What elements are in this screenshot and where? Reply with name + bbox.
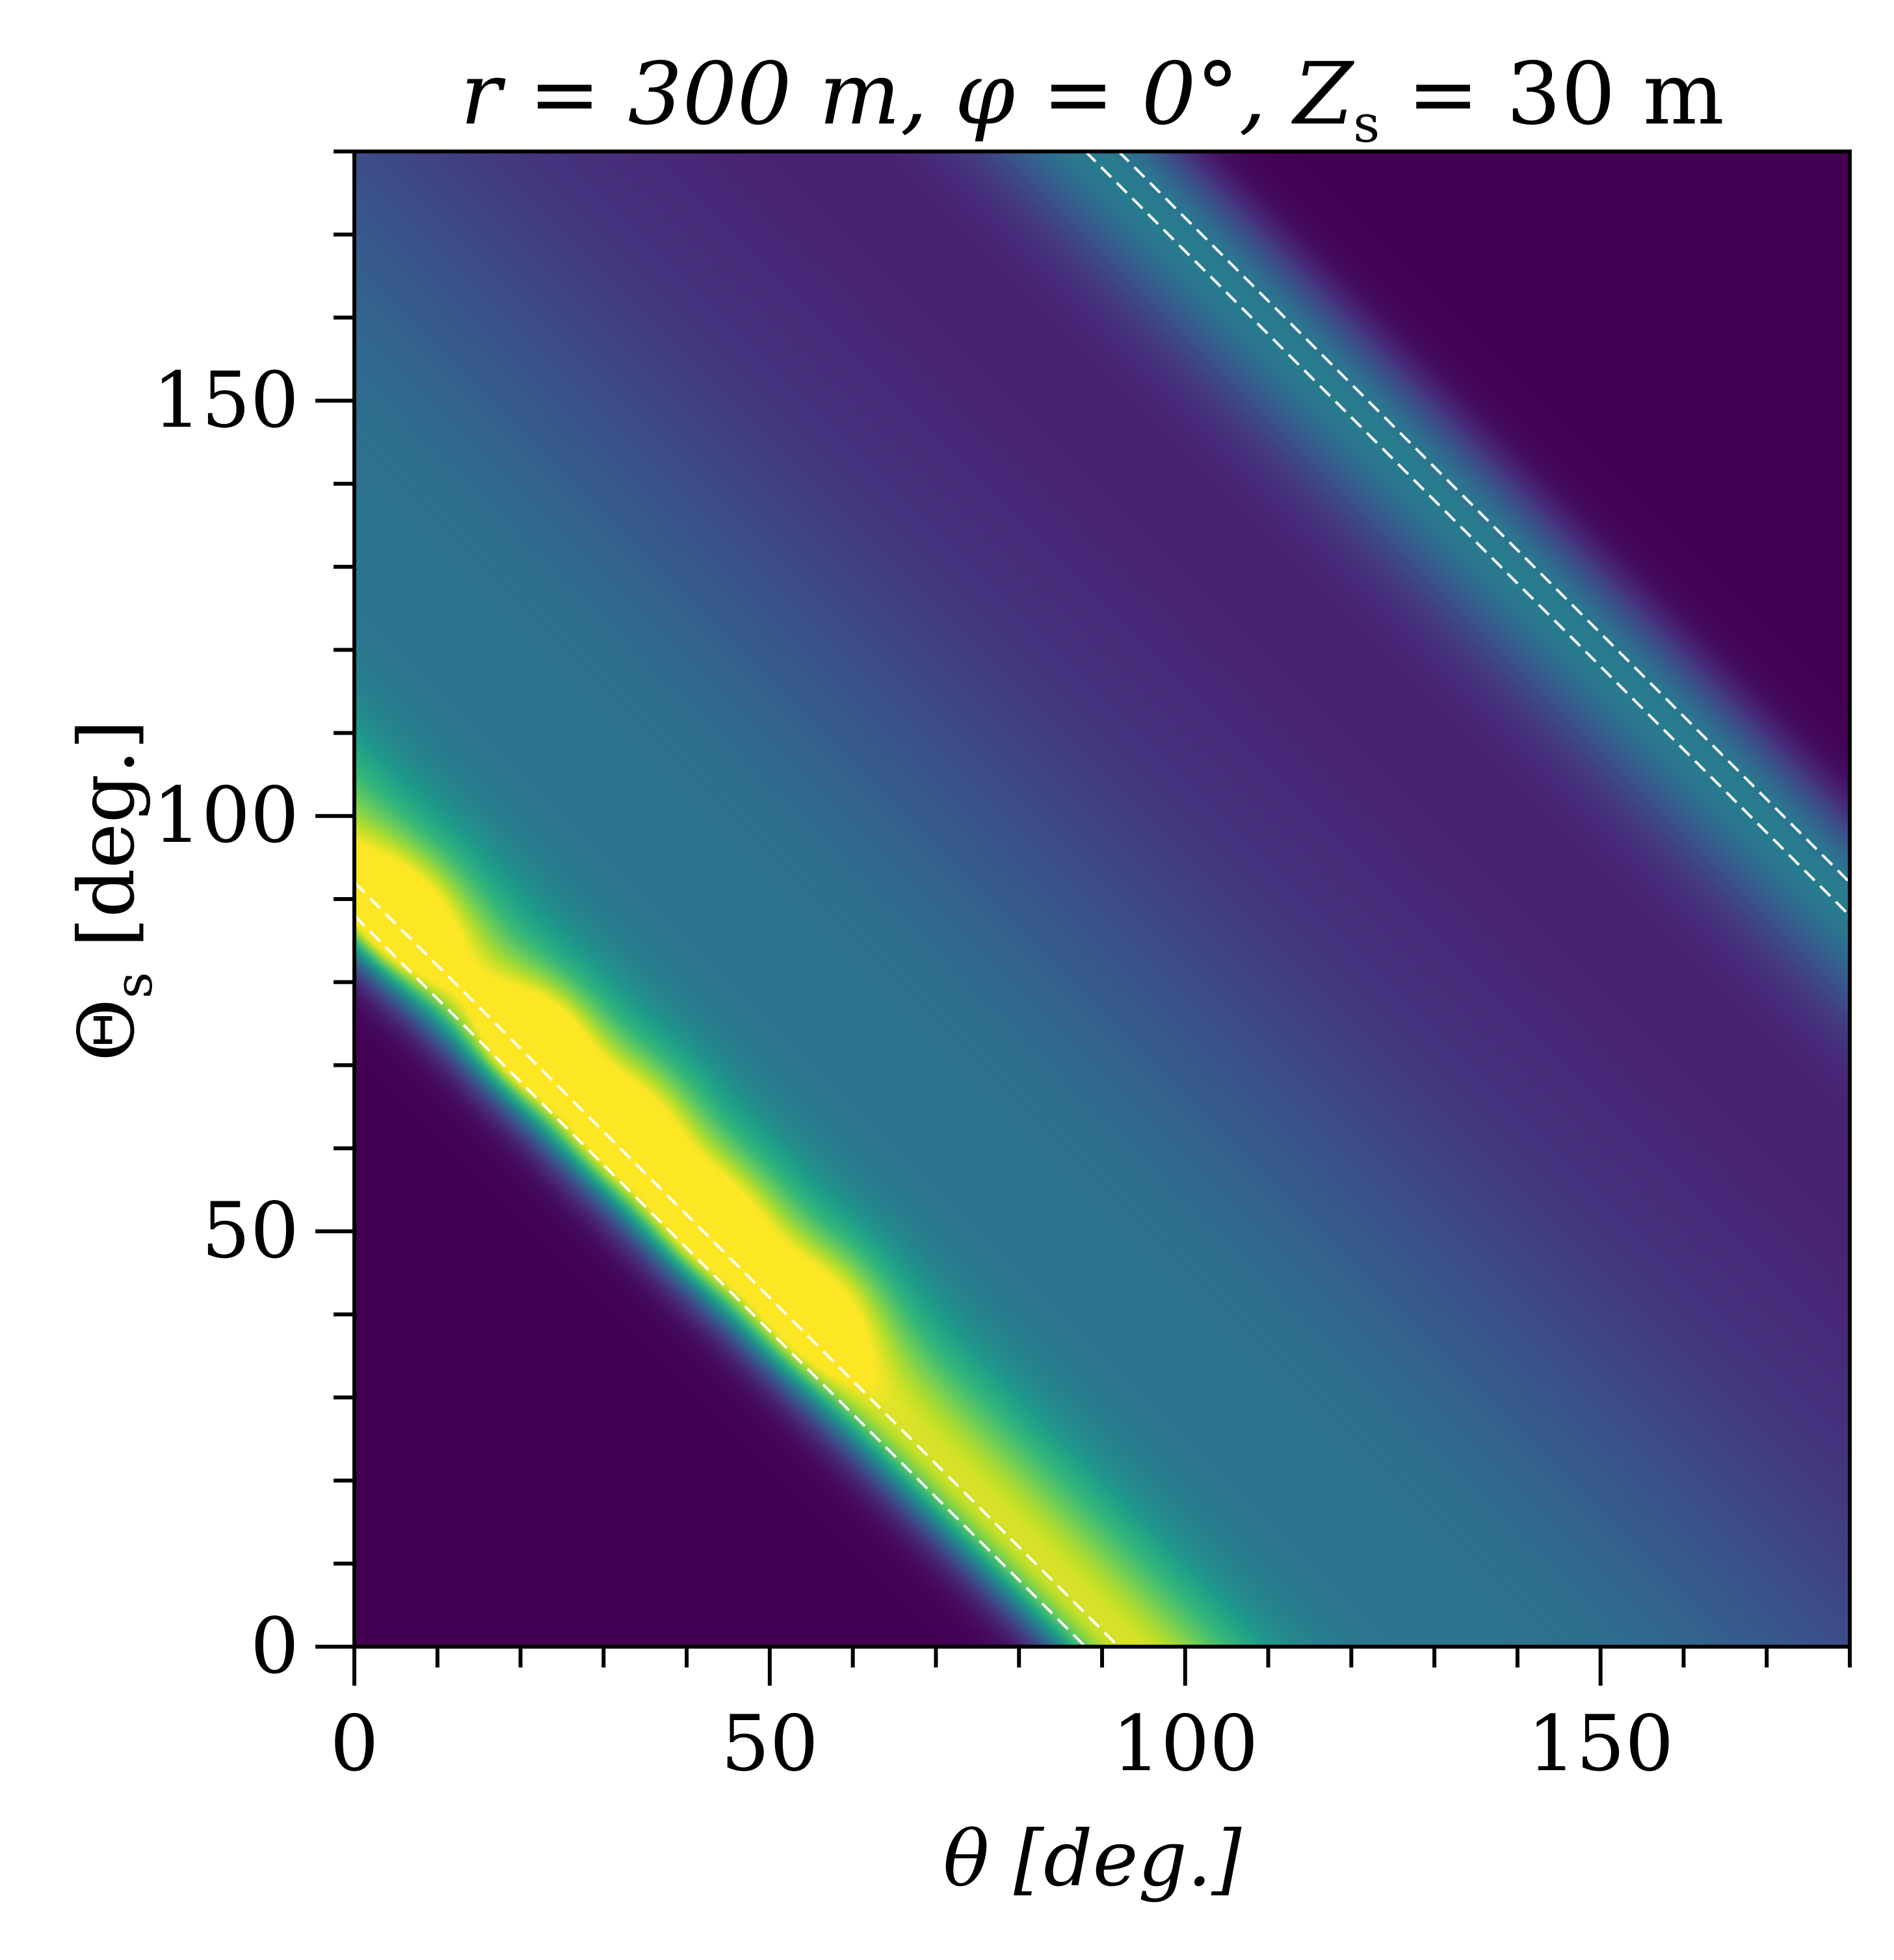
y-axis-label-tail: [deg.] [62, 720, 151, 972]
dashed-lines [353, 150, 1851, 1648]
heatmap-image [354, 151, 1850, 1647]
chart-title: r = 300 m, φ = 0°, Zs = 30 m [460, 44, 1724, 154]
y-tick-label: 50 [202, 1186, 299, 1275]
y-tick-label: 100 [153, 770, 299, 860]
y-axis-label-subscript: s [103, 972, 164, 999]
chart-title-main: r = 300 m, φ = 0°, Z [460, 44, 1354, 144]
y-axis-label: Θs [deg.] [62, 720, 164, 1062]
y-tick-label: 0 [250, 1601, 299, 1691]
x-tick-label: 0 [330, 1699, 378, 1788]
dashed-line-3 [1118, 150, 1851, 883]
x-axis: 0 50 100 150 [330, 1647, 1852, 1788]
x-tick-label: 150 [1527, 1699, 1674, 1788]
chart-title-tail: = 30 m [1380, 44, 1724, 144]
plot-area [352, 150, 1852, 1649]
x-tick-label: 50 [721, 1699, 819, 1788]
x-tick-label: 100 [1112, 1699, 1258, 1788]
svg-text:Θs [deg.]: Θs [deg.] [62, 720, 164, 1062]
y-axis: 0 50 100 150 [153, 150, 354, 1691]
x-axis-label: θ [deg.] [943, 1814, 1242, 1903]
y-axis-label-main: Θ [62, 999, 151, 1062]
chart-title-subscript: s [1353, 94, 1380, 154]
dashed-line-1 [353, 915, 1086, 1648]
heatmap-canvas [354, 151, 1850, 1647]
y-tick-label: 150 [153, 355, 299, 445]
dashed-line-2 [1085, 150, 1851, 917]
dashed-line-0 [353, 882, 1120, 1648]
